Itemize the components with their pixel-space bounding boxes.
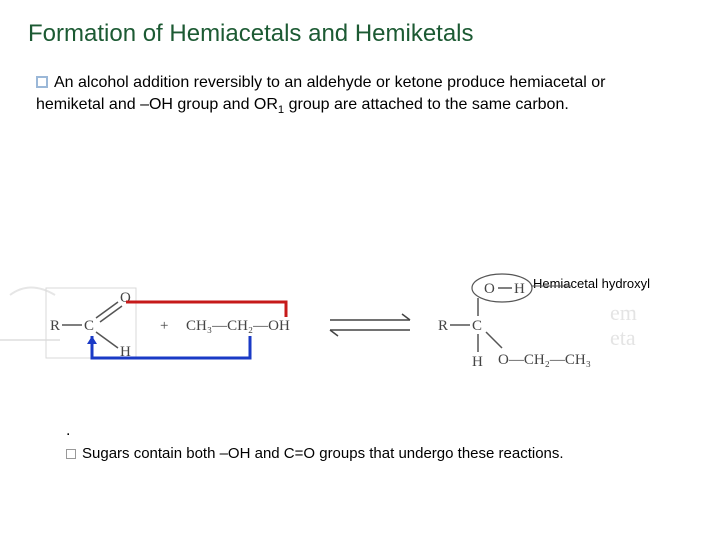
- equilibrium-arrow-icon: [330, 314, 410, 336]
- product-c: C: [472, 318, 482, 334]
- page-title: Formation of Hemiacetals and Hemiketals: [28, 20, 692, 48]
- product-o: O: [484, 281, 495, 297]
- product-oh-h: H: [514, 281, 525, 297]
- product-h: H: [472, 354, 483, 370]
- paragraph-2-block: . Sugars contain both –OH and C=O groups…: [66, 420, 660, 464]
- reaction-diagram: R C O H + CH₃—CH₂—OH R C H: [0, 270, 720, 410]
- aldehyde-o: O: [120, 290, 131, 306]
- svg-text:em: em: [610, 300, 637, 325]
- plus-sign: +: [160, 318, 168, 334]
- product-oet: O—CH₂—CH₃: [498, 352, 591, 368]
- svg-text:eta: eta: [610, 325, 636, 350]
- ethanol: CH₃—CH₂—OH: [186, 318, 290, 334]
- paragraph-1: An alcohol addition reversibly to an ald…: [36, 72, 662, 118]
- product-r: R: [438, 318, 448, 334]
- dot: .: [66, 420, 660, 442]
- para1-text-b: group are attached to the same carbon.: [284, 96, 569, 113]
- bullet-square-small-icon: [66, 449, 76, 459]
- aldehyde-c: C: [84, 318, 94, 334]
- aldehyde-r: R: [50, 318, 60, 334]
- para2-text: Sugars contain both –OH and C=O groups t…: [82, 445, 564, 462]
- bullet-square-icon: [36, 76, 48, 88]
